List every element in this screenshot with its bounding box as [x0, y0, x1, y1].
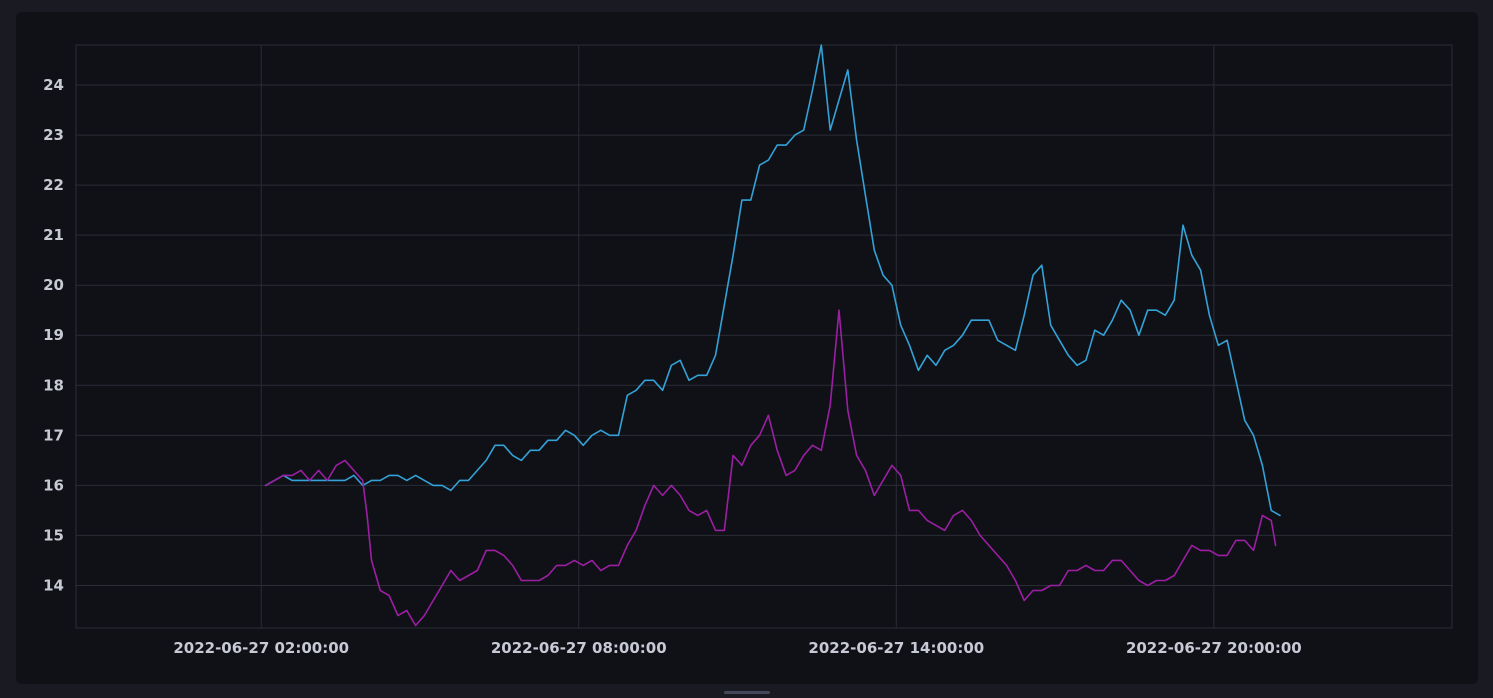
- plot-area: [75, 44, 1453, 629]
- y-axis: 14 15 16 17 18 19 20 21 22 23 24: [43, 76, 64, 594]
- y-tick-label: 18: [43, 376, 64, 394]
- y-tick-label: 21: [43, 226, 64, 244]
- y-tick-label: 23: [43, 126, 64, 144]
- y-tick-label: 24: [43, 76, 64, 94]
- x-axis: 2022-06-27 02:00:00 2022-06-27 08:00:00 20…: [173, 639, 1301, 657]
- x-tick-label: 2022-06-27 20:00:00: [1126, 639, 1302, 657]
- y-tick-label: 16: [43, 476, 64, 494]
- x-grid-lines: [260, 45, 1215, 628]
- series-layer: [264, 44, 1281, 627]
- x-tick-label: 2022-06-27 08:00:00: [491, 639, 667, 657]
- y-tick-label: 17: [43, 426, 64, 444]
- y-grid-lines: [76, 84, 1452, 586]
- series-line-2: [264, 309, 1277, 627]
- x-tick-label: 2022-06-27 02:00:00: [173, 639, 349, 657]
- panel-resize-handle[interactable]: [724, 691, 770, 694]
- y-tick-label: 15: [43, 526, 64, 544]
- chart-panel: [16, 12, 1478, 684]
- y-tick-label: 19: [43, 326, 64, 344]
- y-tick-label: 14: [43, 576, 64, 594]
- y-tick-label: 20: [43, 276, 64, 294]
- series-line-1: [264, 44, 1281, 517]
- x-tick-label: 2022-06-27 14:00:00: [808, 639, 984, 657]
- y-tick-label: 22: [43, 176, 64, 194]
